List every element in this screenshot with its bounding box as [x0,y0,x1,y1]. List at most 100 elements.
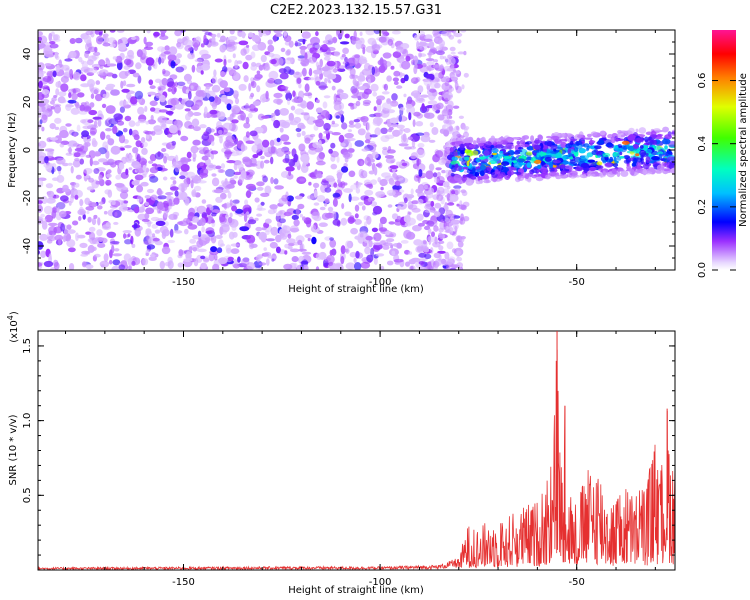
spectrogram-cell [139,206,146,210]
spectrogram-cell [80,253,88,257]
spectrogram-cell [391,213,399,220]
spectrogram-cell [124,115,132,122]
spectrogram-cell [296,132,302,138]
spectrogram-cell [128,265,132,270]
spectrogram-cell [384,134,395,139]
spectrogram-cell [215,234,223,239]
spectrogram-cell [316,195,326,203]
spectrogram-cell [285,166,295,172]
spectrogram-cell [499,150,504,154]
spectrogram-cell [174,190,179,197]
spectrogram-cell [286,238,296,244]
spectrogram-cell [245,183,256,190]
spectrogram-cell [188,124,195,129]
spectrogram-cell [365,131,371,140]
spectrogram-cell [49,43,59,49]
spectrogram-cell [291,214,299,221]
spectrogram-cell [367,197,372,202]
spectrogram-cell [645,148,653,154]
spectrogram-cell [142,258,149,266]
spectrogram-cell [324,198,330,204]
spectrogram-cell [238,30,243,33]
spectrogram-cell [302,67,307,77]
y-tick-label: 40 [22,48,33,61]
spectrogram-cell [405,103,413,109]
spectrogram-cell [271,112,276,117]
spectrogram-cell [588,166,597,171]
spectrogram-cell [655,136,664,140]
spectrogram-cell [628,127,635,134]
spectrogram-cell [297,122,305,129]
spectrogram-cell [461,175,467,182]
spectrogram-cell [227,191,232,199]
spectrogram-cell [446,263,450,270]
spectrogram-cell [79,242,88,249]
spectrogram-cell [411,59,415,66]
spectrogram-cell [337,66,340,72]
spectrogram-cell [485,178,490,183]
spectrogram-cell [466,160,470,167]
spectrogram-cell [210,114,218,118]
spectrogram-cell [436,186,445,195]
spectrogram-cell [459,237,465,243]
spectrogram-cell [256,143,264,152]
spectrogram-cell [42,85,50,90]
spectrogram-cell [113,221,119,225]
spectrogram-cell [560,141,567,148]
chart-title: C2E2.2023.132.15.57.G31 [270,3,442,18]
spectrogram-cell [289,248,300,253]
spectrogram-cell [435,150,444,158]
spectrogram-cell [425,58,435,62]
snr-panel: -150 -100 -50 0.5 1.0 1.5 Height of straight… [6,311,676,596]
spectrogram-cell [88,226,96,232]
spectrogram-cell [249,157,257,166]
spectrogram-cell [433,225,439,232]
spectrogram-cell [664,145,668,150]
spectrogram-cell [195,90,205,97]
spectrogram-cell [247,112,253,119]
spectrogram-cell [451,156,458,161]
spectrogram-cell [358,201,364,206]
y-tick-label: 0 [22,147,33,153]
spectrogram-cell [315,80,321,86]
spectrogram-cell [161,77,168,86]
spectrogram-cell [340,142,346,147]
spectrogram-cell [88,231,96,241]
spectrogram-cell [82,105,92,113]
spectrogram-cell [91,217,97,226]
spectrogram-cell [145,121,150,125]
spectrogram-cell [106,63,117,67]
spectrogram-cell [283,141,291,145]
spectrogram-cell [381,30,388,35]
spectrogram-cell [448,87,453,94]
spectrogram-cell [406,231,416,240]
spectrogram-cell [97,119,102,127]
spectrogram-cell [371,227,378,233]
spectrogram-cell [149,166,159,174]
spectrogram-cell [143,46,154,51]
spectrogram-cell [70,165,74,174]
spectrogram-cell [196,248,207,253]
spectrogram-cell [150,254,156,258]
spectrogram-cell [627,134,637,141]
spectrogram-cell [179,175,186,180]
spectrogram-cell [390,160,395,164]
spectrogram-cell [55,64,60,73]
spectrogram-cell [368,170,375,175]
spectrogram-cell [402,133,407,142]
spectrogram-cell [345,248,350,254]
spectrogram-cell [97,217,101,226]
spectrogram-cell [357,128,366,136]
spectrogram-cell [412,225,422,232]
spectrogram-cell [231,108,237,118]
spectrogram-cell [204,31,212,36]
spectrogram-cell [218,257,228,265]
spectrogram-cell [486,165,492,172]
spectrogram-cell [124,145,132,149]
spectrogram-cell [304,234,312,238]
spectrogram-cell [41,114,48,124]
spectrogram-cell [280,171,290,178]
spectrogram-cell [200,70,204,75]
spectrogram-cell [258,231,267,241]
spectrogram-cell [41,220,48,230]
